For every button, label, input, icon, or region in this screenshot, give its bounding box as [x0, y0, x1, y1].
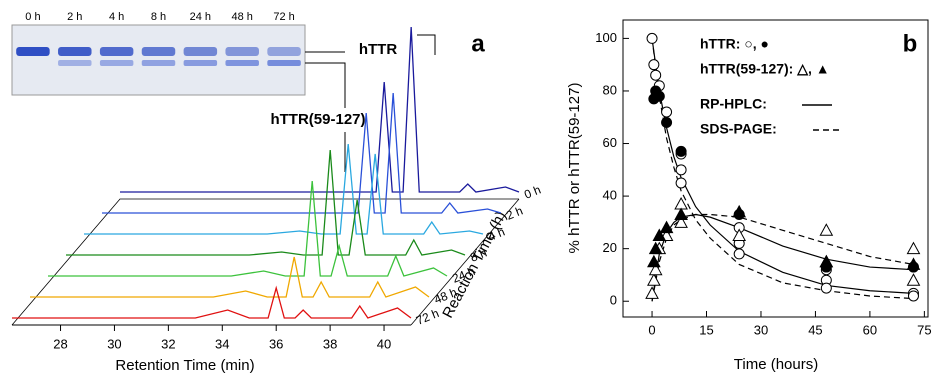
y-axis-label: % hTTR or hTTR(59-127)	[566, 83, 583, 254]
data-point	[907, 243, 919, 254]
lane-label: 4 h	[109, 11, 124, 23]
band-label: hTTR(59-127)	[270, 111, 365, 128]
legend-label: SDS-PAGE:	[700, 121, 777, 137]
data-point	[662, 107, 672, 117]
gel-band	[100, 47, 133, 56]
y-tick-label: 0	[610, 293, 617, 308]
data-point	[821, 283, 831, 293]
data-point	[651, 70, 661, 80]
band-label: hTTR	[359, 41, 397, 58]
trace-label: 2 h	[504, 203, 525, 222]
lane-label: 2 h	[67, 11, 82, 23]
x-tick-label: 34	[215, 336, 229, 351]
y-tick-label: 40	[603, 188, 617, 203]
gel-band	[184, 60, 217, 66]
data-point	[646, 287, 658, 298]
data-point	[676, 165, 686, 175]
gel-band	[100, 60, 133, 66]
y-tick-label: 100	[595, 30, 617, 45]
x-tick-label: 0	[648, 322, 655, 337]
trace	[30, 257, 429, 297]
fit-curve	[652, 38, 913, 298]
data-point	[820, 224, 832, 235]
gel-band	[142, 60, 175, 66]
panel-label: a	[471, 30, 485, 57]
axis-box	[411, 199, 519, 325]
data-point	[676, 178, 686, 188]
gel-band	[267, 47, 300, 56]
x-axis-label: Time (hours)	[734, 356, 818, 373]
x-tick-label: 60	[863, 322, 877, 337]
lane-label: 24 h	[190, 11, 211, 23]
x-tick-label: 38	[323, 336, 337, 351]
data-point	[648, 274, 660, 285]
y-tick-label: 60	[603, 135, 617, 150]
gel-band	[58, 47, 91, 56]
trace	[48, 181, 447, 276]
x-tick-label: 40	[377, 336, 391, 351]
leader-line	[417, 35, 435, 55]
data-point	[654, 91, 664, 101]
fit-curve	[652, 214, 913, 301]
gel-band	[267, 60, 300, 66]
x-tick-label: 75	[917, 322, 931, 337]
gel-band	[184, 47, 217, 56]
trace	[66, 150, 465, 255]
lane-label: 48 h	[232, 11, 253, 23]
gel-band	[225, 47, 258, 56]
trace	[12, 288, 411, 318]
fit-curve	[652, 214, 913, 301]
data-point	[908, 291, 918, 301]
data-point	[907, 274, 919, 285]
y-tick-label: 80	[603, 82, 617, 97]
data-point	[676, 146, 686, 156]
gel-band	[142, 47, 175, 56]
gel-band	[225, 60, 258, 66]
x-tick-label: 30	[754, 322, 768, 337]
lane-label: 72 h	[273, 11, 294, 23]
lane-label: 0 h	[25, 11, 40, 23]
gel-band	[16, 47, 49, 56]
data-point	[662, 118, 672, 128]
gel-band	[58, 60, 91, 66]
leader-line	[305, 63, 345, 108]
x-axis-label: Retention Time (min)	[115, 357, 254, 374]
figure: a hTTR hTTR(59-127) Retention Time (min)…	[0, 0, 933, 378]
data-point	[649, 60, 659, 70]
trace-label: 0 h	[522, 182, 543, 201]
x-tick-label: 30	[107, 336, 121, 351]
legend-label: hTTR: ○, ●	[700, 36, 769, 52]
trace-label: 72 h	[414, 306, 441, 328]
x-tick-label: 45	[808, 322, 822, 337]
x-tick-label: 15	[699, 322, 713, 337]
x-tick-label: 36	[269, 336, 283, 351]
y-tick-label: 20	[603, 240, 617, 255]
legend-label: RP-HPLC:	[700, 96, 767, 112]
data-point	[647, 33, 657, 43]
x-tick-label: 28	[53, 336, 67, 351]
trace	[84, 144, 483, 234]
data-point	[734, 249, 744, 259]
legend-label: hTTR(59-127): △, ▲	[700, 61, 830, 77]
data-point	[675, 208, 687, 219]
lane-label: 8 h	[151, 11, 166, 23]
x-tick-label: 32	[161, 336, 175, 351]
panel-label: b	[903, 30, 918, 57]
